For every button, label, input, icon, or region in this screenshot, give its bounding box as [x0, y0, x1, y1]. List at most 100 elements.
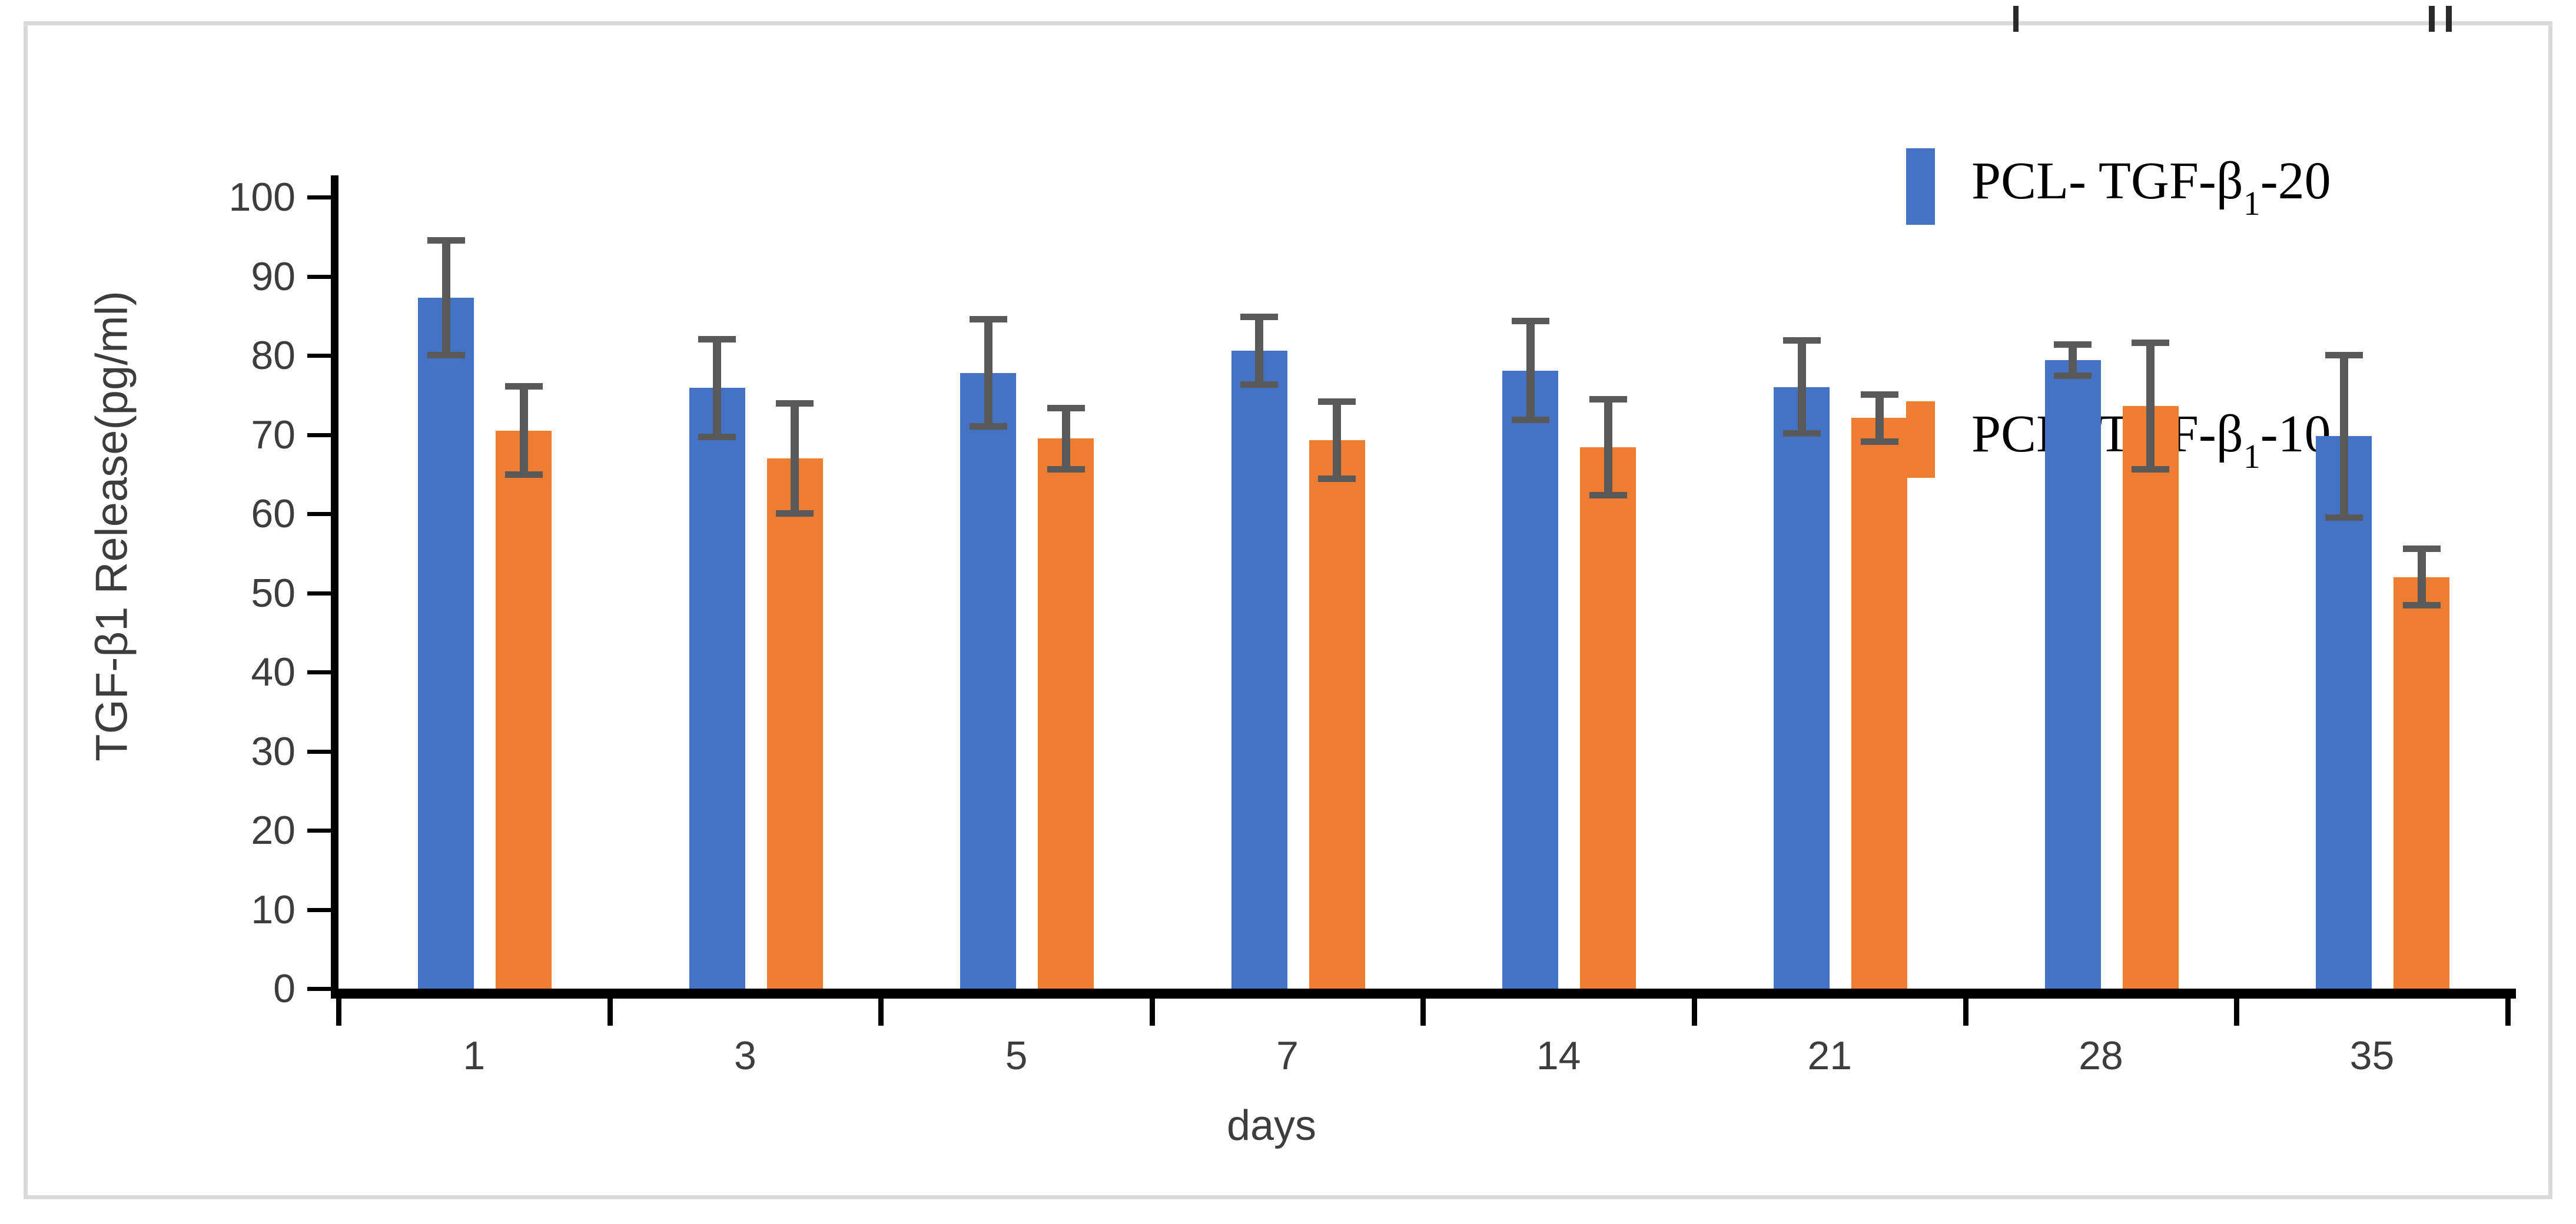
- bar-pcl-tgf-b1-20-day-1: [418, 297, 474, 989]
- y-axis-tick: [307, 512, 331, 516]
- x-axis-category-label: 3: [733, 1033, 756, 1078]
- error-bar-cap: [1318, 475, 1356, 482]
- y-axis-tick-label: 80: [251, 333, 296, 378]
- legend-item: PCL- TGF-β1-10: [1906, 401, 2331, 478]
- error-bar-cap: [969, 423, 1007, 430]
- y-axis-line: [331, 175, 338, 999]
- error-bar-cap: [1860, 438, 1898, 445]
- y-axis-tick-label: 100: [228, 175, 296, 219]
- error-bar-cap: [2402, 546, 2441, 553]
- x-axis-category-label: 14: [1536, 1033, 1581, 1078]
- bar-pcl-tgf-b1-10-day-21: [1851, 418, 1907, 989]
- error-bar-cap: [1240, 314, 1279, 321]
- x-axis-category-label: 1: [463, 1033, 486, 1078]
- bar-pcl-tgf-b1-10-day-7: [1309, 440, 1365, 989]
- error-bar-pcl-tgf-b1-20-day-1: [441, 240, 450, 355]
- legend-label: PCL- TGF-β1-10: [1971, 404, 2331, 475]
- legend: PCL- TGF-β1-20 PCL- TGF-β1-10: [1906, 148, 2331, 654]
- y-axis-title: TGF-β1 Release(pg/ml): [87, 291, 137, 761]
- error-bar-cap: [969, 316, 1007, 323]
- x-axis-category-label: 35: [2349, 1033, 2395, 1078]
- error-bar-pcl-tgf-b1-10-day-5: [1061, 407, 1070, 470]
- error-bar-pcl-tgf-b1-10-day-3: [791, 403, 799, 514]
- error-bar-cap: [776, 510, 814, 517]
- legend-label: PCL- TGF-β1-20: [1971, 151, 2331, 222]
- error-bar-cap: [698, 335, 736, 342]
- error-bar-cap: [1047, 465, 1085, 473]
- x-axis-category-label: 5: [1005, 1033, 1028, 1078]
- error-bar-pcl-tgf-b1-20-day-14: [1526, 320, 1535, 421]
- error-bar-cap: [2402, 602, 2441, 609]
- bar-pcl-tgf-b1-10-day-1: [496, 430, 552, 989]
- error-bar-cap: [1860, 391, 1898, 398]
- y-axis-tick: [307, 749, 331, 754]
- x-axis-category-label: 21: [1807, 1033, 1853, 1078]
- error-bar-pcl-tgf-b1-20-day-35: [2339, 354, 2348, 518]
- error-bar-cap: [1511, 317, 1549, 324]
- error-bar-pcl-tgf-b1-10-day-28: [2146, 342, 2155, 470]
- error-bar-cap: [1511, 417, 1549, 424]
- x-axis-line: [331, 989, 2516, 999]
- error-bar-cap: [2054, 372, 2092, 379]
- error-bar-cap: [2132, 340, 2170, 347]
- bar-pcl-tgf-b1-20-day-35: [2316, 436, 2372, 989]
- y-axis-tick-label: 0: [273, 966, 296, 1011]
- bar-pcl-tgf-b1-20-day-7: [1231, 350, 1287, 989]
- error-bar-cap: [698, 433, 736, 440]
- bar-pcl-tgf-b1-10-day-28: [2122, 406, 2179, 989]
- error-bar-cap: [1589, 492, 1627, 499]
- error-bar-cap: [2325, 351, 2363, 358]
- error-bar-cap: [2054, 341, 2092, 348]
- error-bar-cap: [504, 383, 543, 390]
- y-axis-tick-label: 40: [251, 650, 296, 694]
- bar-pcl-tgf-b1-10-day-3: [766, 458, 823, 989]
- x-axis-category-label: 7: [1276, 1033, 1299, 1078]
- bar-pcl-tgf-b1-20-day-14: [1502, 370, 1559, 989]
- y-axis-tick: [307, 195, 331, 199]
- x-axis-tick: [2505, 999, 2511, 1026]
- error-bar-cap: [1240, 381, 1279, 388]
- error-bar-pcl-tgf-b1-10-day-7: [1333, 401, 1342, 479]
- cropped-text-artifact: [2446, 6, 2452, 32]
- error-bar-pcl-tgf-b1-20-day-7: [1255, 317, 1264, 385]
- bar-pcl-tgf-b1-10-day-14: [1580, 447, 1636, 989]
- error-bar-pcl-tgf-b1-20-day-3: [713, 338, 722, 437]
- y-axis-tick-label: 50: [251, 570, 296, 616]
- error-bar-cap: [427, 352, 465, 358]
- error-bar-cap: [776, 400, 814, 407]
- error-bar-cap: [2325, 514, 2363, 521]
- y-axis-tick: [307, 354, 331, 358]
- error-bar-pcl-tgf-b1-20-day-28: [2069, 344, 2077, 376]
- x-axis-tick: [2234, 999, 2240, 1026]
- y-axis-tick-label: 30: [251, 729, 296, 774]
- bar-pcl-tgf-b1-20-day-5: [960, 372, 1017, 989]
- error-bar-cap: [1047, 404, 1085, 411]
- bar-pcl-tgf-b1-20-day-21: [1774, 387, 1830, 989]
- error-bar-cap: [504, 471, 543, 478]
- x-axis-title: days: [1226, 1102, 1317, 1149]
- x-axis-tick: [336, 999, 341, 1026]
- x-axis-tick: [1692, 999, 1697, 1026]
- error-bar-cap: [2132, 465, 2170, 473]
- error-bar-cap: [1589, 395, 1627, 403]
- y-axis-tick: [307, 829, 331, 833]
- legend-swatch-icon: [1906, 401, 1935, 478]
- x-axis-tick: [878, 999, 884, 1026]
- y-axis-tick-label: 20: [251, 808, 296, 853]
- error-bar-cap: [1318, 398, 1356, 405]
- error-bar-pcl-tgf-b1-20-day-21: [1797, 340, 1806, 434]
- y-axis-tick-label: 90: [251, 254, 296, 299]
- y-axis-tick-label: 10: [251, 887, 296, 932]
- x-axis-category-label: 28: [2079, 1033, 2123, 1078]
- error-bar-pcl-tgf-b1-10-day-21: [1875, 394, 1884, 442]
- y-axis-tick: [307, 670, 331, 674]
- bar-pcl-tgf-b1-10-day-35: [2394, 577, 2450, 989]
- bar-pcl-tgf-b1-20-day-28: [2044, 360, 2101, 989]
- error-bar-cap: [1782, 337, 1821, 344]
- error-bar-pcl-tgf-b1-10-day-35: [2417, 548, 2426, 606]
- error-bar-cap: [1782, 430, 1821, 437]
- y-axis-tick: [307, 987, 331, 991]
- y-axis-tick: [307, 433, 331, 437]
- x-axis-tick: [1149, 999, 1155, 1026]
